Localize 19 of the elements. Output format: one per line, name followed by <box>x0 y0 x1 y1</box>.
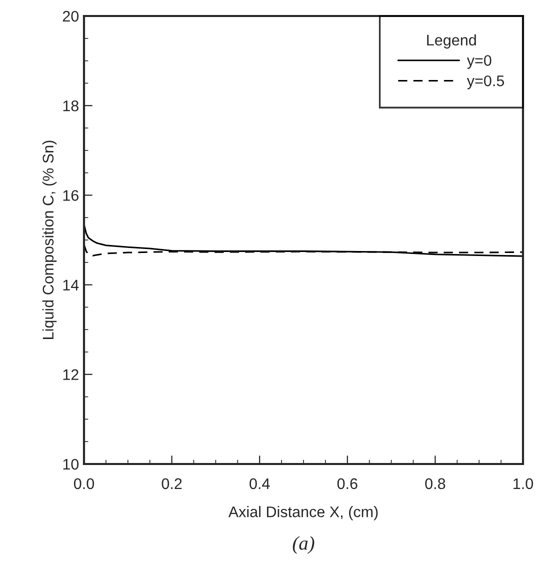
legend-title: Legend <box>427 34 476 49</box>
text: (a) <box>292 536 314 554</box>
x-tick-label: 0.2 <box>162 478 182 490</box>
y-tick-label: 16 <box>63 190 78 201</box>
x-tick-label: 0.6 <box>337 478 358 490</box>
line-series <box>84 224 523 257</box>
x-tick-label: 0.0 <box>74 478 94 490</box>
y-tick-label: 12 <box>63 369 78 380</box>
x-axis-title: Axial Distance X, (cm) <box>228 506 378 520</box>
y-tick-label: 14 <box>63 280 79 290</box>
y-tick-label: 20 <box>62 10 79 22</box>
legend-label: y=0 <box>466 55 492 69</box>
y-tick-label: 18 <box>63 100 78 112</box>
x-tick-label: 1.0 <box>514 478 534 490</box>
x-tick-label: 0.8 <box>425 478 446 490</box>
legend-label: y=0.5 <box>466 75 504 90</box>
y-tick-label: 10 <box>63 458 79 470</box>
y-axis-title: Liquid Composition C, (% Sn) <box>42 140 57 339</box>
x-tick-label: 0.4 <box>250 478 270 490</box>
